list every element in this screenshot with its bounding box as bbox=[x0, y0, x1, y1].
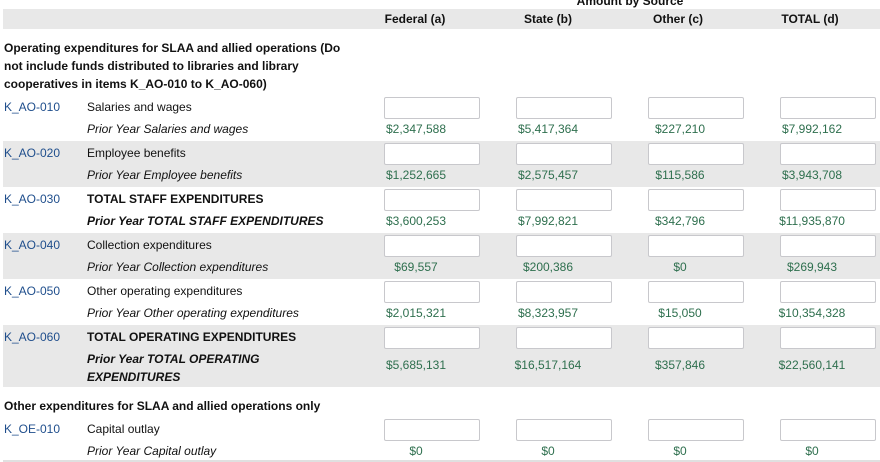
amount-input-federal[interactable] bbox=[384, 235, 480, 257]
column-header-total: TOTAL (d) bbox=[755, 12, 865, 26]
amount-input-total[interactable] bbox=[780, 281, 876, 303]
prior-year-value-state: $0 bbox=[511, 442, 585, 460]
amount-input-state[interactable] bbox=[516, 143, 612, 165]
amount-input-total[interactable] bbox=[780, 235, 876, 257]
prior-year-value-other: $0 bbox=[643, 258, 717, 276]
column-header-state: State (b) bbox=[493, 12, 603, 26]
table-row: K_OE-010 Capital outlay Prior Year Capital… bbox=[3, 417, 880, 460]
amount-input-state[interactable] bbox=[516, 235, 612, 257]
prior-year-label: Prior Year Collection expenditures bbox=[87, 258, 372, 276]
prior-year-value-state: $16,517,164 bbox=[511, 356, 585, 374]
amount-input-other[interactable] bbox=[648, 143, 744, 165]
prior-year-value-other: $227,210 bbox=[643, 120, 717, 138]
prior-year-value-other: $115,586 bbox=[643, 166, 717, 184]
prior-year-value-other: $0 bbox=[643, 442, 717, 460]
amount-input-other[interactable] bbox=[648, 235, 744, 257]
item-label: Employee benefits bbox=[87, 144, 372, 162]
item-code: K_AO-010 bbox=[4, 100, 60, 114]
amount-input-federal[interactable] bbox=[384, 143, 480, 165]
table-row: K_AO-020 Employee benefits Prior Year Empl… bbox=[3, 141, 880, 187]
amount-input-state[interactable] bbox=[516, 327, 612, 349]
amount-input-federal[interactable] bbox=[384, 419, 480, 441]
item-code: K_AO-020 bbox=[4, 146, 60, 160]
prior-year-value-federal: $3,600,253 bbox=[379, 212, 453, 230]
section-heading: Operating expenditures for SLAA and alli… bbox=[4, 39, 349, 93]
prior-year-value-other: $357,846 bbox=[643, 356, 717, 374]
prior-year-value-federal: $69,557 bbox=[379, 258, 453, 276]
prior-year-value-total: $0 bbox=[775, 442, 849, 460]
amount-input-total[interactable] bbox=[780, 143, 876, 165]
prior-year-value-total: $11,935,870 bbox=[775, 212, 849, 230]
amount-by-source-heading: Amount by Source bbox=[530, 0, 730, 8]
amount-input-total[interactable] bbox=[780, 327, 876, 349]
item-code: K_AO-030 bbox=[4, 192, 60, 206]
amount-input-state[interactable] bbox=[516, 189, 612, 211]
item-label: Collection expenditures bbox=[87, 236, 372, 254]
amount-input-total[interactable] bbox=[780, 419, 876, 441]
prior-year-value-total: $3,943,708 bbox=[775, 166, 849, 184]
prior-year-value-state: $7,992,821 bbox=[511, 212, 585, 230]
prior-year-value-total: $22,560,141 bbox=[775, 356, 849, 374]
prior-year-value-total: $10,354,328 bbox=[775, 304, 849, 322]
amount-input-state[interactable] bbox=[516, 419, 612, 441]
prior-year-value-state: $200,386 bbox=[511, 258, 585, 276]
amount-input-federal[interactable] bbox=[384, 189, 480, 211]
item-label: TOTAL STAFF EXPENDITURES bbox=[87, 190, 372, 208]
prior-year-value-total: $7,992,162 bbox=[775, 120, 849, 138]
amount-input-total[interactable] bbox=[780, 189, 876, 211]
prior-year-label: Prior Year TOTAL STAFF EXPENDITURES bbox=[87, 212, 372, 230]
prior-year-value-state: $5,417,364 bbox=[511, 120, 585, 138]
amount-input-other[interactable] bbox=[648, 419, 744, 441]
prior-year-value-total: $269,943 bbox=[775, 258, 849, 276]
table-row: K_AO-060 TOTAL OPERATING EXPENDITURES Prio… bbox=[3, 325, 880, 387]
prior-year-value-federal: $1,252,665 bbox=[379, 166, 453, 184]
prior-year-label: Prior Year TOTAL OPERATING EXPENDITURES bbox=[87, 350, 287, 386]
prior-year-value-federal: $2,015,321 bbox=[379, 304, 453, 322]
prior-year-label: Prior Year Salaries and wages bbox=[87, 120, 372, 138]
column-header-federal: Federal (a) bbox=[360, 12, 470, 26]
item-label: Other operating expenditures bbox=[87, 282, 372, 300]
item-code: K_OE-010 bbox=[4, 422, 60, 436]
amount-input-other[interactable] bbox=[648, 327, 744, 349]
amount-input-other[interactable] bbox=[648, 189, 744, 211]
amount-input-federal[interactable] bbox=[384, 97, 480, 119]
item-code: K_AO-050 bbox=[4, 284, 60, 298]
prior-year-value-state: $8,323,957 bbox=[511, 304, 585, 322]
prior-year-value-other: $15,050 bbox=[643, 304, 717, 322]
table-row: K_AO-010 Salaries and wages Prior Year Sal… bbox=[3, 95, 880, 141]
table-row: K_AO-040 Collection expenditures Prior Yea… bbox=[3, 233, 880, 279]
table-row: K_AO-050 Other operating expenditures Prio… bbox=[3, 279, 880, 325]
prior-year-value-other: $342,796 bbox=[643, 212, 717, 230]
item-label: Capital outlay bbox=[87, 420, 372, 438]
prior-year-label: Prior Year Capital outlay bbox=[87, 442, 372, 460]
amount-input-state[interactable] bbox=[516, 97, 612, 119]
amount-input-state[interactable] bbox=[516, 281, 612, 303]
amount-input-other[interactable] bbox=[648, 281, 744, 303]
amount-input-federal[interactable] bbox=[384, 281, 480, 303]
table-row: K_AO-030 TOTAL STAFF EXPENDITURES Prior Ye… bbox=[3, 187, 880, 233]
prior-year-value-federal: $2,347,588 bbox=[379, 120, 453, 138]
item-code: K_AO-040 bbox=[4, 238, 60, 252]
prior-year-value-state: $2,575,457 bbox=[511, 166, 585, 184]
column-header-other: Other (c) bbox=[623, 12, 733, 26]
prior-year-value-federal: $5,685,131 bbox=[379, 356, 453, 374]
amount-input-other[interactable] bbox=[648, 97, 744, 119]
amount-input-total[interactable] bbox=[780, 97, 876, 119]
prior-year-label: Prior Year Other operating expenditures bbox=[87, 304, 372, 322]
item-label: TOTAL OPERATING EXPENDITURES bbox=[87, 328, 372, 346]
amount-input-federal[interactable] bbox=[384, 327, 480, 349]
section-heading: Other expenditures for SLAA and allied o… bbox=[4, 397, 349, 415]
prior-year-value-federal: $0 bbox=[379, 442, 453, 460]
prior-year-label: Prior Year Employee benefits bbox=[87, 166, 372, 184]
item-label: Salaries and wages bbox=[87, 98, 372, 116]
item-code: K_AO-060 bbox=[4, 330, 60, 344]
